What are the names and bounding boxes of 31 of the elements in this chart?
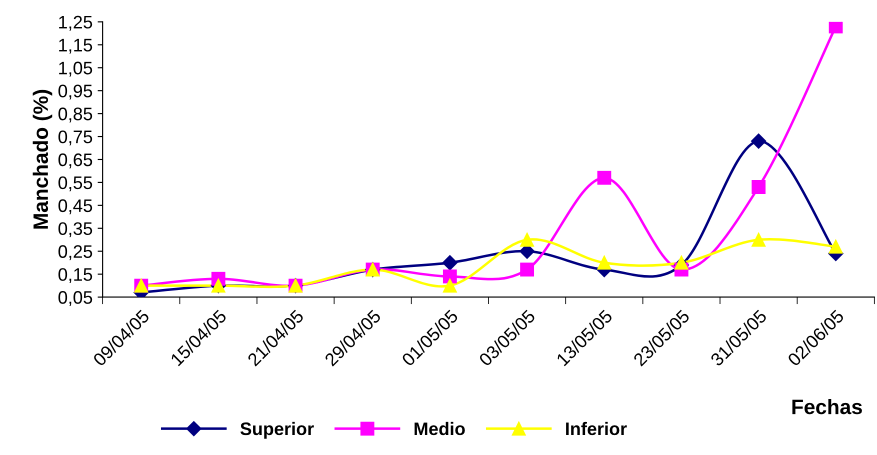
point bbox=[752, 180, 766, 194]
y-tick-label: 1,05 bbox=[59, 62, 92, 77]
y-tick-label: 0,55 bbox=[58, 176, 92, 192]
x-axis-title: Fechas bbox=[792, 398, 862, 414]
y-tick-label: 0,05 bbox=[58, 291, 92, 306]
point bbox=[597, 256, 612, 270]
point bbox=[828, 240, 843, 254]
point bbox=[442, 270, 457, 284]
y-axis-title: Manchado (%) bbox=[32, 90, 52, 229]
point bbox=[520, 262, 534, 277]
y-tick-label: 0,35 bbox=[58, 222, 92, 238]
y-tick-label: 0,15 bbox=[58, 268, 92, 284]
point bbox=[751, 134, 766, 149]
y-tick-label: 0,95 bbox=[58, 84, 92, 100]
legend-label: Medio bbox=[414, 422, 465, 436]
point bbox=[828, 22, 843, 34]
y-tick-label: 0,25 bbox=[58, 245, 92, 260]
y-tick-label: 0,45 bbox=[58, 199, 92, 214]
y-tick-label: 0,65 bbox=[58, 153, 92, 168]
point bbox=[597, 170, 612, 185]
point bbox=[674, 256, 688, 270]
y-tick-label: 0,75 bbox=[58, 130, 92, 146]
legend-label: Inferior bbox=[566, 422, 627, 436]
y-tick-label: 0,85 bbox=[58, 108, 92, 122]
y-tick-label: 1,15 bbox=[59, 38, 92, 54]
point bbox=[752, 232, 766, 247]
legend-label: Superior bbox=[240, 422, 314, 439]
point bbox=[442, 278, 457, 293]
point bbox=[442, 255, 458, 270]
y-tick-label: 1,25 bbox=[59, 16, 92, 31]
point bbox=[520, 232, 534, 247]
